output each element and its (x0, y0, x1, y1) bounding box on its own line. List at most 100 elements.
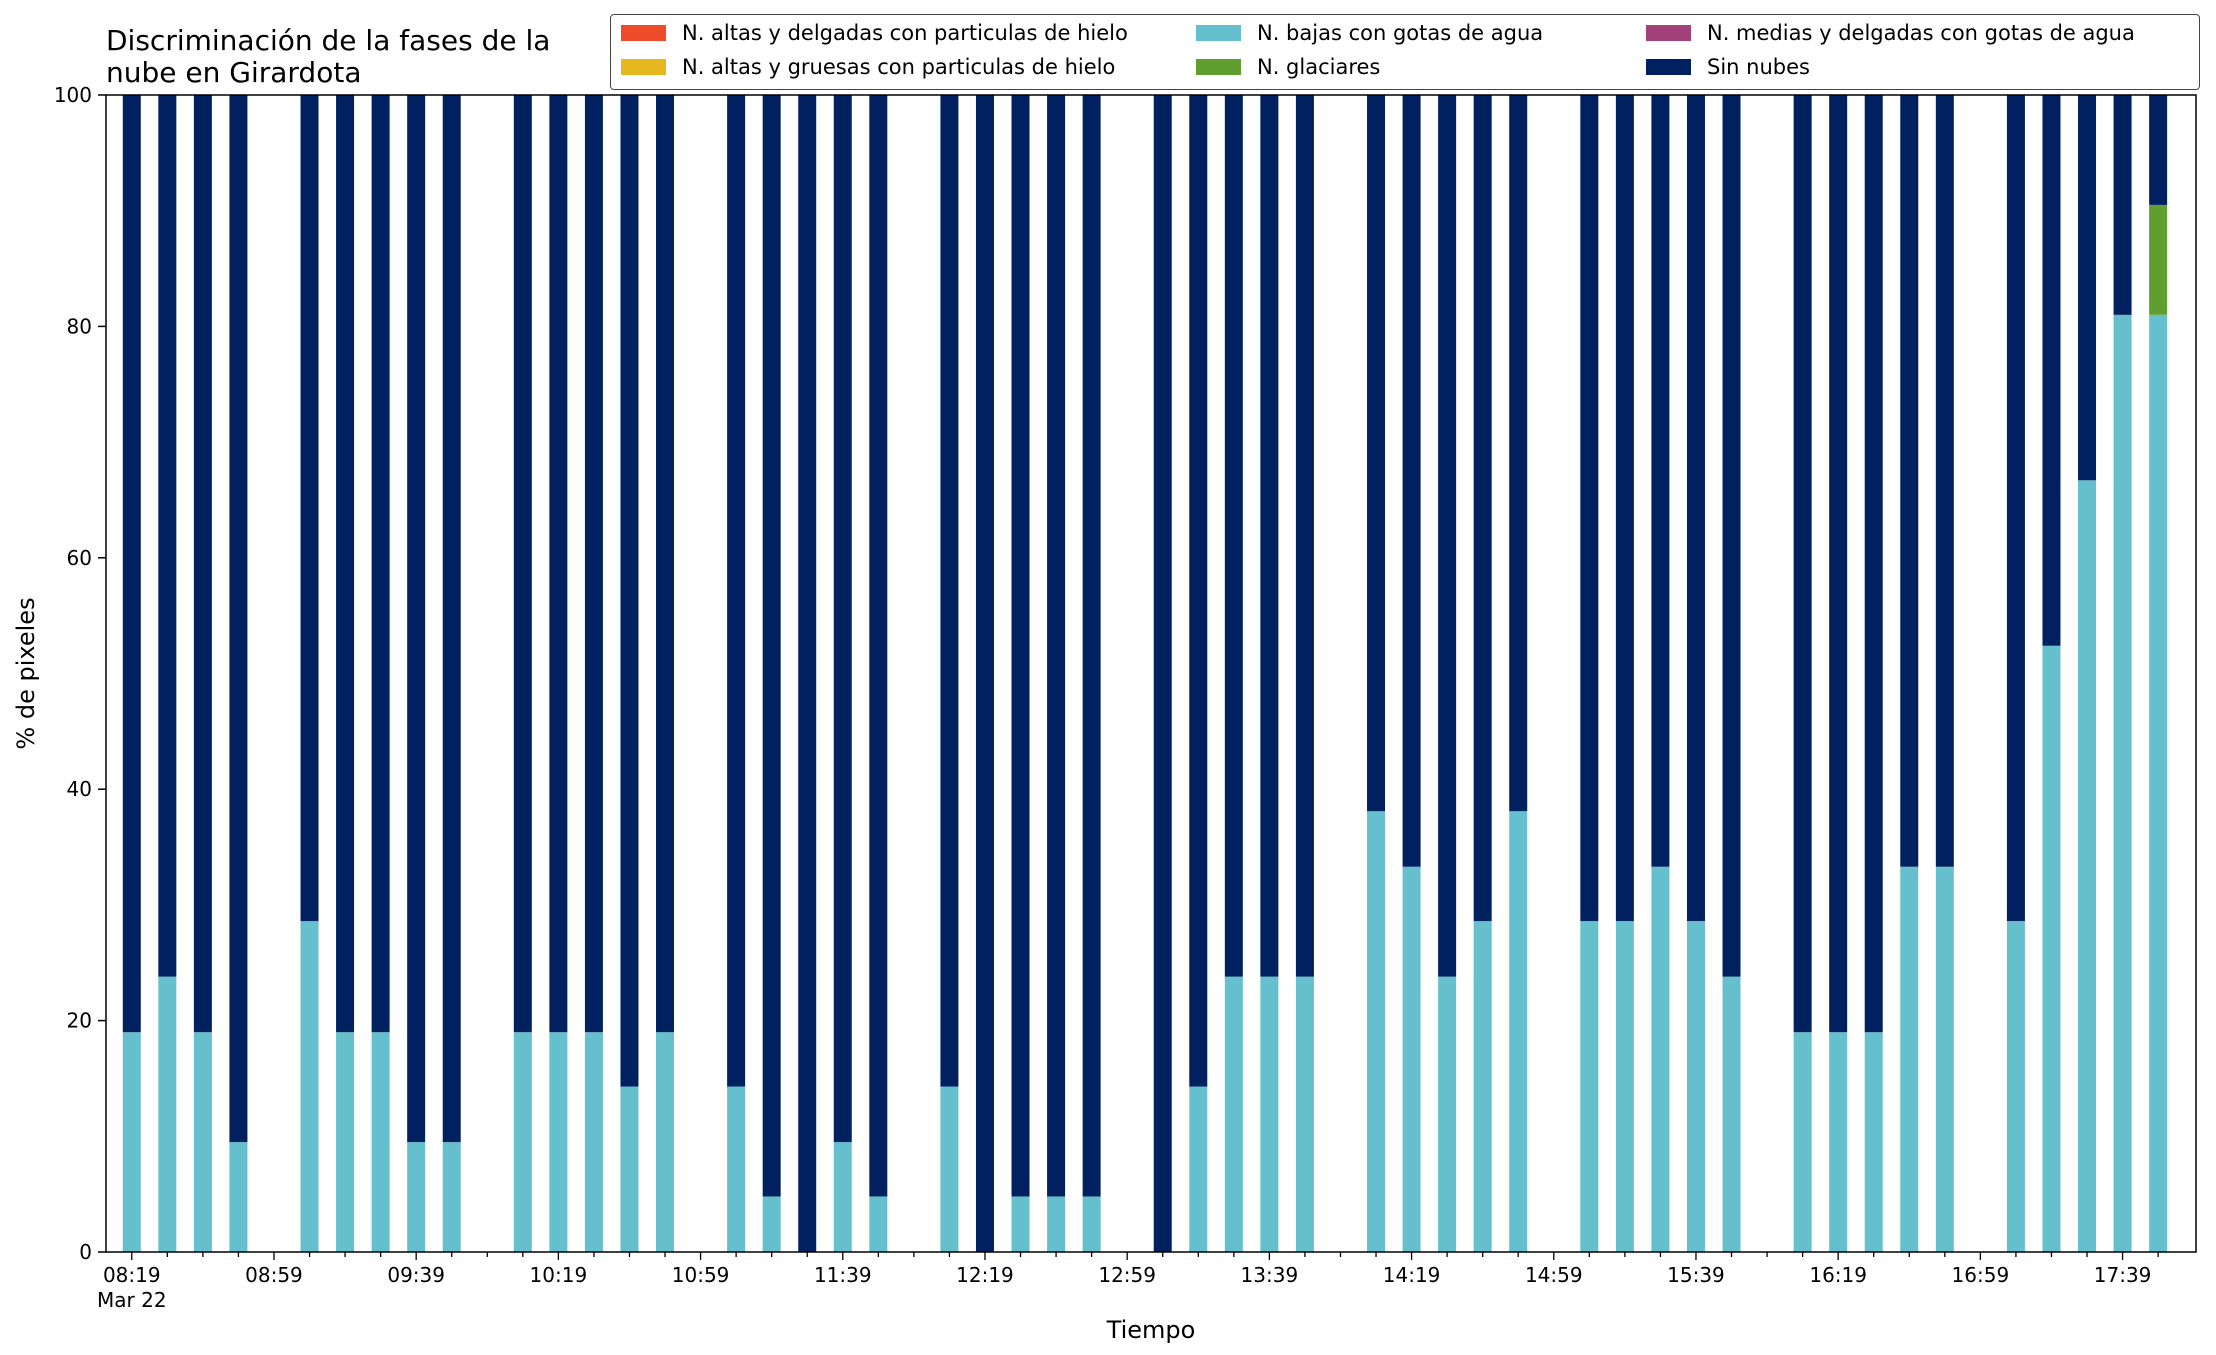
y-tick-label: 20 (67, 1009, 92, 1033)
bar-segment-1019-s2 (549, 1032, 568, 1252)
bar-segment-1109-s5 (727, 95, 746, 1087)
bar-segment-1019-s5 (549, 95, 568, 1033)
bar-segment-1139-s2 (833, 1142, 852, 1252)
y-axis-label: % de pixeles (12, 597, 40, 749)
x-tick-label: 08:59 (245, 1263, 303, 1287)
bar-segment-0909-s5 (300, 95, 319, 922)
bar-segment-1749-s5 (2149, 95, 2168, 205)
bar-segment-1549-s5 (1722, 95, 1741, 977)
legend-swatch (1646, 59, 1691, 75)
bar-segment-1029-s2 (584, 1032, 603, 1252)
x-tick-label: 11:39 (814, 1263, 872, 1287)
bar-segment-1349-s5 (1295, 95, 1314, 977)
bar-segment-1039-s5 (620, 95, 639, 1087)
bar-segment-1109-s2 (727, 1086, 746, 1252)
legend-label: N. medias y delgadas con gotas de agua (1707, 21, 2135, 45)
bar-segment-1739-s5 (2113, 95, 2132, 315)
legend-item: N. altas y gruesas con particulas de hie… (621, 52, 1115, 82)
bar-segment-1709-s5 (2006, 95, 2025, 922)
x-axis-label: Tiempo (1106, 1316, 1196, 1344)
x-tick-label: 09:39 (387, 1263, 445, 1287)
bar-segment-1619-s5 (1829, 95, 1848, 1033)
bar-segment-1239-s2 (1047, 1196, 1066, 1252)
bar-segment-0849-s2 (229, 1142, 248, 1252)
bar-segment-1009-s5 (513, 95, 532, 1033)
plot-frame (105, 94, 2197, 1253)
bar-segment-1629-s2 (1864, 1032, 1883, 1252)
bar-segment-1319-s2 (1189, 1086, 1208, 1252)
bar-segment-0909-s2 (300, 921, 319, 1252)
bar-segment-1729-s5 (2078, 95, 2097, 481)
x-tick-label: 16:59 (1952, 1263, 2010, 1287)
bar-segment-1529-s5 (1651, 95, 1670, 867)
bar-segment-1529-s2 (1651, 866, 1670, 1252)
bar-segment-1549-s2 (1722, 976, 1741, 1252)
legend-label: N. bajas con gotas de agua (1257, 21, 1544, 45)
bar-segment-0929-s5 (371, 95, 390, 1033)
bar-segment-1039-s2 (620, 1086, 639, 1252)
x-tick-label: 12:59 (1098, 1263, 1156, 1287)
bar-segment-0839-s2 (193, 1032, 212, 1252)
bar-segment-1329-s2 (1224, 976, 1243, 1252)
bar-segment-1739-s2 (2113, 314, 2132, 1253)
bar-segment-1419-s2 (1402, 866, 1421, 1252)
y-axis: 0 20 40 60 80 100 (54, 83, 106, 1264)
bar-segment-1049-s2 (656, 1032, 675, 1252)
bar-segment-0939-s2 (407, 1142, 426, 1252)
bar-segment-1119-s5 (762, 95, 781, 1197)
bar-segment-1649-s2 (1935, 866, 1954, 1252)
bar-segment-1229-s5 (1011, 95, 1030, 1197)
x-tick-label: 12:19 (956, 1263, 1014, 1287)
bar-segment-0819-s2 (122, 1032, 141, 1252)
bar-segment-1709-s2 (2006, 921, 2025, 1252)
legend-item: Sin nubes (1646, 52, 1810, 82)
bar-segment-1439-s2 (1473, 921, 1492, 1252)
chart-title-line: Discriminación de la fases de la (106, 24, 551, 57)
bar-segment-1249-s2 (1082, 1196, 1101, 1252)
bar-segment-0939-s5 (407, 95, 426, 1143)
x-tick-label: 10:19 (530, 1263, 588, 1287)
y-tick-label: 40 (67, 777, 92, 801)
legend-swatch (621, 59, 666, 75)
bar-segment-0929-s2 (371, 1032, 390, 1252)
bar-segment-1449-s5 (1509, 95, 1528, 812)
bar-segment-1219-s5 (975, 95, 994, 1252)
bar-segment-1339-s5 (1260, 95, 1279, 977)
x-tick-label: 14:19 (1383, 1263, 1441, 1287)
bar-segment-0819-s5 (122, 95, 141, 1033)
y-tick-label: 0 (79, 1240, 92, 1264)
legend-label: N. altas y delgadas con particulas de hi… (682, 21, 1128, 45)
bar-segment-1509-s2 (1580, 921, 1599, 1252)
bar-segment-1649-s5 (1935, 95, 1954, 867)
bar-segment-1419-s5 (1402, 95, 1421, 867)
legend-swatch (1646, 25, 1691, 41)
bar-segment-1519-s2 (1615, 921, 1634, 1252)
x-tick-label: 08:19 (103, 1263, 161, 1287)
bar-segment-1639-s5 (1900, 95, 1919, 867)
bar-segment-1429-s2 (1438, 976, 1457, 1252)
bar-segment-1329-s5 (1224, 95, 1243, 977)
bar-segment-0849-s5 (229, 95, 248, 1143)
legend-item: N. bajas con gotas de agua (1196, 18, 1543, 48)
x-tick-label: 13:39 (1241, 1263, 1299, 1287)
bar-segment-1319-s5 (1189, 95, 1208, 1087)
bar-segment-1339-s2 (1260, 976, 1279, 1252)
bar-segment-1139-s5 (833, 95, 852, 1143)
x-tick-label: 14:59 (1525, 1263, 1583, 1287)
x-tick-label: 10:59 (672, 1263, 730, 1287)
bar-segment-1409-s5 (1367, 95, 1386, 812)
bar-segment-1749-s2 (2149, 314, 2168, 1253)
y-tick-label: 100 (54, 83, 92, 107)
x-tick-label: 17:39 (2094, 1263, 2152, 1287)
bar-segment-1439-s5 (1473, 95, 1492, 922)
bar-segment-1209-s2 (940, 1086, 959, 1252)
legend-swatch (1196, 59, 1241, 75)
bar-segment-1409-s2 (1367, 811, 1386, 1252)
bar-segment-1729-s2 (2078, 480, 2097, 1252)
legend-label: Sin nubes (1707, 55, 1810, 79)
bar-segment-0839-s5 (193, 95, 212, 1033)
bar-segment-1349-s2 (1295, 976, 1314, 1252)
bar-segment-1209-s5 (940, 95, 959, 1087)
bar-segment-1249-s5 (1082, 95, 1101, 1197)
